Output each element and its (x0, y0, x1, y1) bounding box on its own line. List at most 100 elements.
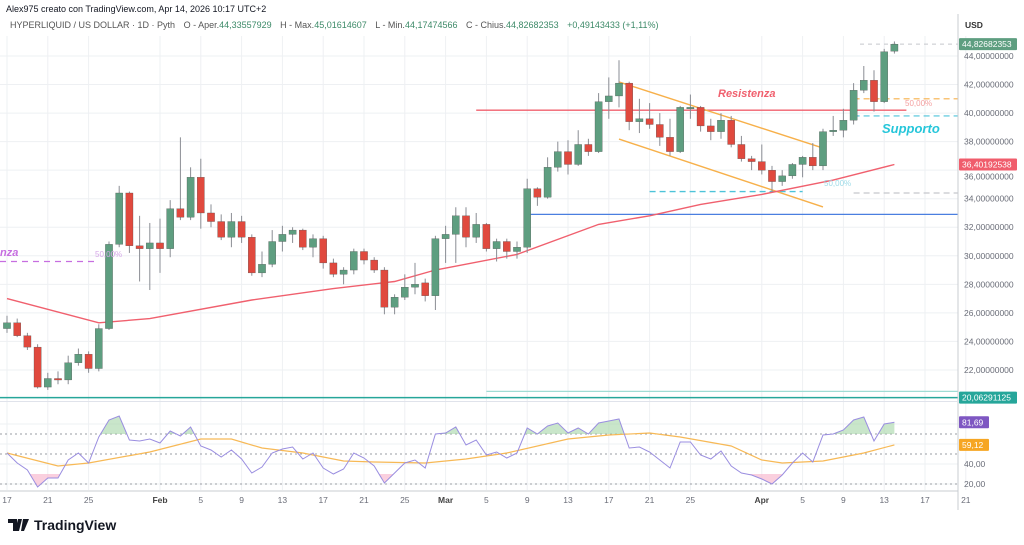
candle[interactable] (635, 98, 644, 134)
candle[interactable] (605, 77, 613, 119)
candle[interactable] (339, 267, 348, 285)
candle[interactable] (360, 248, 368, 265)
candle[interactable] (74, 348, 83, 366)
candle[interactable] (452, 207, 460, 263)
candle[interactable] (237, 215, 246, 243)
candle[interactable] (727, 115, 735, 148)
candle[interactable] (288, 227, 297, 243)
candle[interactable] (401, 274, 409, 301)
candle[interactable] (146, 222, 154, 291)
candle[interactable] (778, 170, 786, 186)
candle[interactable] (870, 70, 878, 112)
candle[interactable] (809, 143, 817, 171)
candle[interactable] (666, 118, 674, 156)
candle[interactable] (676, 105, 684, 154)
candle[interactable] (686, 94, 695, 119)
candle[interactable] (207, 204, 215, 228)
candle[interactable] (268, 230, 276, 268)
candle[interactable] (625, 81, 633, 131)
candle[interactable] (798, 155, 807, 178)
candle[interactable] (176, 137, 185, 221)
candle[interactable] (492, 238, 501, 262)
candle[interactable] (472, 212, 480, 243)
candle[interactable] (533, 187, 542, 206)
candle[interactable] (441, 225, 450, 263)
candle[interactable] (54, 371, 62, 385)
candle[interactable] (278, 225, 287, 252)
candle[interactable] (390, 294, 399, 315)
candle[interactable] (23, 332, 32, 350)
candle[interactable] (758, 144, 766, 175)
candle[interactable] (421, 278, 429, 302)
candle[interactable] (880, 48, 888, 104)
candle[interactable] (594, 93, 603, 154)
candle[interactable] (513, 241, 521, 259)
candle[interactable] (13, 318, 21, 338)
candle[interactable] (380, 267, 389, 315)
candle-body (584, 144, 593, 152)
candle[interactable] (186, 167, 195, 221)
candle[interactable] (299, 228, 307, 251)
time-axis[interactable]: 17 21 25 Feb 5 9 13 17 21 25 Mar 5 9 13 17 21 25 Apr 5 9 13 1… (2, 495, 971, 505)
candle[interactable] (890, 41, 899, 54)
candle[interactable] (584, 138, 593, 156)
candle[interactable] (135, 215, 144, 282)
candle[interactable] (707, 118, 715, 141)
candle[interactable] (248, 234, 256, 276)
candle[interactable] (105, 241, 113, 330)
candle[interactable] (350, 248, 358, 275)
candle[interactable] (574, 130, 582, 166)
candle[interactable] (554, 141, 562, 172)
candle[interactable] (482, 222, 491, 252)
left-drawing-label[interactable]: nza (0, 247, 18, 259)
candle[interactable] (839, 108, 848, 138)
candle[interactable] (115, 185, 123, 248)
candle[interactable] (329, 258, 338, 278)
tradingview-logo[interactable]: TradingView (8, 517, 116, 533)
support-label[interactable]: Supporto (882, 121, 940, 136)
candle[interactable] (309, 234, 317, 258)
candle[interactable] (849, 83, 858, 125)
candle[interactable] (44, 372, 52, 390)
candle[interactable] (217, 214, 225, 241)
candle[interactable] (197, 158, 205, 229)
candle[interactable] (737, 135, 746, 162)
candle[interactable] (156, 218, 164, 273)
candle[interactable] (645, 103, 654, 129)
candle[interactable] (431, 235, 440, 311)
candle[interactable] (84, 351, 93, 373)
candle[interactable] (319, 235, 327, 269)
candle[interactable] (523, 178, 531, 253)
candles[interactable] (3, 41, 899, 390)
candle[interactable] (64, 355, 72, 385)
candle[interactable] (258, 251, 266, 278)
candle[interactable] (543, 157, 552, 199)
candle[interactable] (829, 115, 837, 136)
candle[interactable] (95, 324, 103, 372)
candle[interactable] (3, 315, 11, 333)
candle[interactable] (462, 207, 470, 248)
drawings[interactable] (0, 43, 958, 399)
candle[interactable] (564, 140, 572, 175)
candle[interactable] (788, 163, 797, 179)
candle[interactable] (696, 105, 705, 132)
candle[interactable] (503, 238, 511, 259)
candle[interactable] (656, 113, 664, 146)
resistance-label[interactable]: Resistenza (718, 88, 775, 100)
channel-lower-line[interactable] (618, 138, 824, 208)
candle[interactable] (768, 165, 776, 192)
candle[interactable] (747, 155, 756, 171)
candle[interactable] (370, 257, 378, 273)
candle[interactable] (819, 128, 827, 171)
candle[interactable] (125, 191, 134, 253)
candle[interactable] (615, 60, 623, 108)
candle[interactable] (860, 65, 868, 94)
candle[interactable] (33, 344, 42, 389)
candle[interactable] (717, 113, 725, 139)
candle[interactable] (166, 200, 174, 258)
candle[interactable] (411, 262, 419, 295)
candle[interactable] (227, 212, 236, 248)
price-axis[interactable]: 44,00000000 42,00000000 40,00000000 38,0000… (959, 38, 1017, 489)
symbol-name[interactable]: HYPERLIQUID / US DOLLAR · 1D · Pyth (10, 20, 176, 30)
